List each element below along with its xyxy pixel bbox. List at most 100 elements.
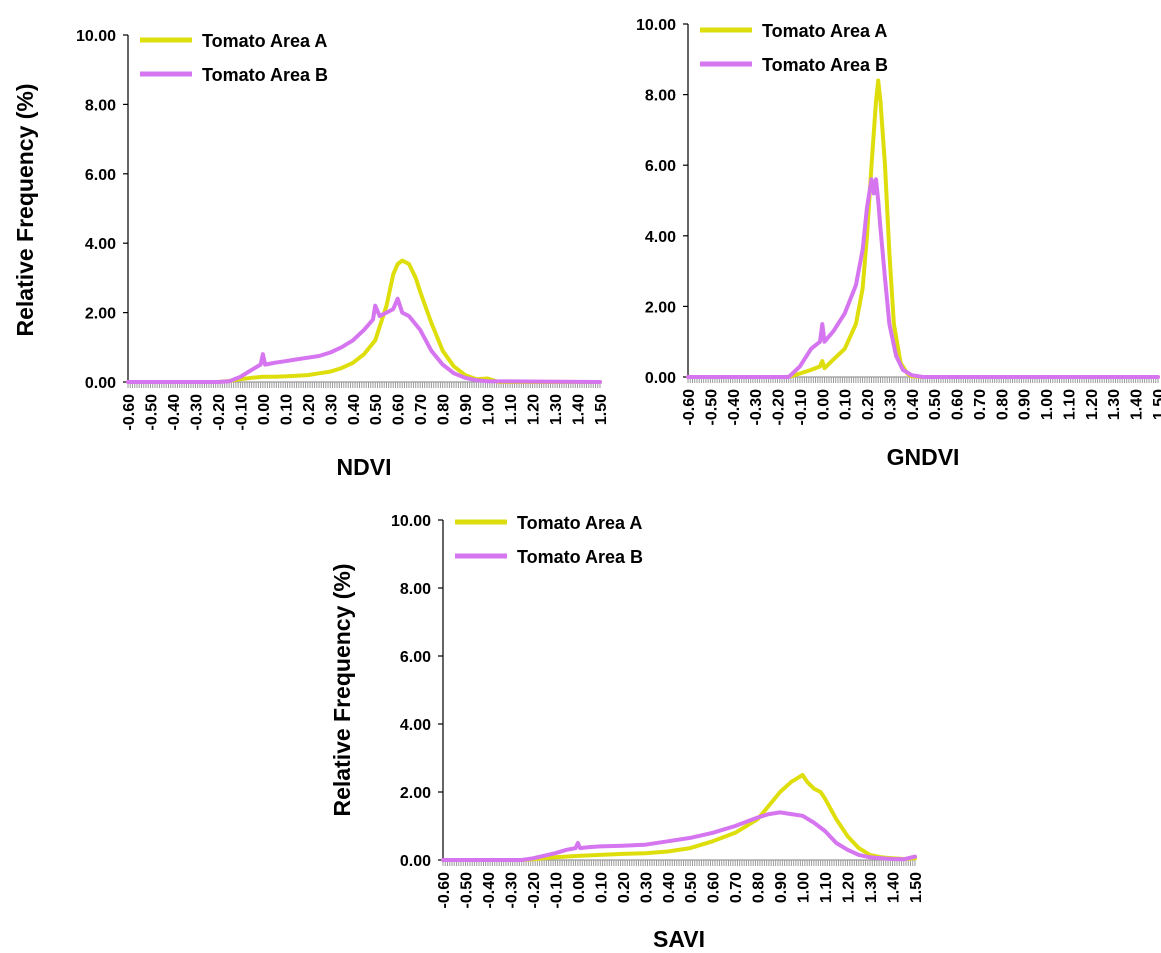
x-axis-label: NDVI	[337, 454, 392, 480]
x-tick-label: 1.40	[571, 394, 588, 425]
y-tick-label: 6.00	[85, 167, 116, 184]
x-tick-label: 0.70	[413, 394, 430, 425]
x-tick-label: 0.40	[905, 389, 922, 420]
x-tick-label: 1.30	[1106, 389, 1123, 420]
x-minor-ticks	[127, 382, 601, 388]
y-tick-label: 2.00	[645, 299, 676, 316]
x-tick-label: 1.20	[1084, 389, 1101, 420]
x-tick-label: 1.10	[1061, 389, 1078, 420]
x-tick-label: 1.10	[503, 394, 520, 425]
series-line-tomato-area-a	[686, 78, 1160, 379]
x-tick-label: -0.10	[233, 394, 250, 431]
x-tick-label: 0.70	[728, 872, 745, 903]
x-tick-label: 0.40	[346, 394, 363, 425]
y-tick-label: 4.00	[645, 229, 676, 246]
y-tick-label: 8.00	[85, 97, 116, 114]
series-line-tomato-area-a	[441, 773, 917, 862]
x-tick-label: 0.10	[278, 394, 295, 425]
x-tick-label: 1.30	[863, 872, 880, 903]
y-tick-label: 8.00	[400, 581, 431, 598]
series-line-tomato-area-b	[441, 810, 917, 862]
x-tick-label: -0.30	[188, 394, 205, 431]
x-tick-label: -0.10	[548, 872, 565, 909]
legend: Tomato Area A Tomato Area B	[700, 21, 888, 75]
x-tick-label: 0.00	[815, 389, 832, 420]
y-tick-label: 10.00	[76, 28, 116, 45]
y-tick-label: 0.00	[85, 375, 116, 392]
y-tick-label: 0.00	[645, 370, 676, 387]
y-tick-label: 6.00	[400, 649, 431, 666]
x-axis-label: SAVI	[653, 926, 705, 952]
x-tick-label: -0.40	[481, 872, 498, 909]
x-tick-label: -0.30	[503, 872, 520, 909]
x-tick-label: 0.80	[751, 872, 768, 903]
y-axis-label: Relative Frequency (%)	[329, 563, 355, 816]
x-tick-label: 0.30	[638, 872, 655, 903]
legend-label: Tomato Area B	[762, 55, 888, 75]
x-tick-label: 1.10	[818, 872, 835, 903]
x-tick-label: 0.20	[301, 394, 318, 425]
legend: Tomato Area A Tomato Area B	[455, 513, 643, 567]
y-tick-label: 2.00	[85, 306, 116, 323]
x-tick-label: 0.90	[1017, 389, 1034, 420]
x-tick-label: -0.50	[458, 872, 475, 909]
x-tick-label: 1.00	[796, 872, 813, 903]
x-tick-label: 0.80	[994, 389, 1011, 420]
x-tick-label: 0.20	[616, 872, 633, 903]
legend-label: Tomato Area A	[517, 513, 642, 533]
x-tick-label: 0.00	[256, 394, 273, 425]
x-tick-label: -0.10	[793, 389, 810, 426]
x-tick-label: -0.60	[681, 389, 698, 426]
x-tick-label: 0.60	[950, 389, 967, 420]
x-tick-label: 0.30	[323, 394, 340, 425]
x-tick-label: 0.30	[882, 389, 899, 420]
x-tick-label: 0.40	[661, 872, 678, 903]
x-tick-label: 1.00	[1039, 389, 1056, 420]
x-tick-label: 1.50	[593, 394, 610, 425]
y-tick-label: 4.00	[400, 717, 431, 734]
x-tick-label: 0.80	[436, 394, 453, 425]
y-tick-label: 10.00	[636, 17, 676, 34]
x-tick-label: 1.20	[841, 872, 858, 903]
legend-label: Tomato Area A	[202, 31, 327, 51]
series-line-tomato-area-b	[126, 296, 602, 384]
x-tick-label: 0.50	[368, 394, 385, 425]
legend-label: Tomato Area B	[517, 547, 643, 567]
y-tick-label: 8.00	[645, 88, 676, 105]
x-tick-label: -0.20	[211, 394, 228, 431]
x-tick-label: 0.60	[706, 872, 723, 903]
x-tick-label: -0.20	[771, 389, 788, 426]
x-tick-label: -0.50	[143, 394, 160, 431]
x-tick-label: 0.00	[571, 872, 588, 903]
x-tick-label: 0.90	[773, 872, 790, 903]
chart-panel-savi: 0.00 2.00 4.00 6.00 8.00 10.00 -0.60 -0.50 -0.40…	[329, 513, 925, 952]
x-tick-label: 0.60	[391, 394, 408, 425]
y-tick-label: 6.00	[645, 158, 676, 175]
x-tick-label: -0.60	[121, 394, 138, 431]
x-tick-label: 1.50	[1151, 389, 1161, 420]
x-tick-label: -0.60	[436, 872, 453, 909]
x-tick-label: 1.30	[548, 394, 565, 425]
x-tick-label: 0.10	[593, 872, 610, 903]
series-line-tomato-area-b	[686, 177, 1160, 379]
x-tick-label: 1.00	[481, 394, 498, 425]
x-tick-label: 1.20	[526, 394, 543, 425]
x-tick-label: 0.20	[860, 389, 877, 420]
legend-label: Tomato Area A	[762, 21, 887, 41]
x-axis-label: GNDVI	[887, 444, 960, 470]
x-tick-label: 0.70	[972, 389, 989, 420]
x-tick-label: 0.10	[838, 389, 855, 420]
y-tick-label: 4.00	[85, 236, 116, 253]
x-tick-label: -0.40	[726, 389, 743, 426]
chart-panel-gndvi: 0.00 2.00 4.00 6.00 8.00 10.00 -0.60 -0.50 -0.40…	[636, 17, 1161, 470]
y-tick-label: 10.00	[391, 513, 431, 530]
legend: Tomato Area A Tomato Area B	[140, 31, 328, 85]
x-tick-label: -0.40	[166, 394, 183, 431]
x-tick-label: -0.50	[703, 389, 720, 426]
series-line-tomato-area-a	[126, 258, 602, 384]
x-tick-label: 0.90	[458, 394, 475, 425]
x-tick-label: -0.20	[526, 872, 543, 909]
y-tick-label: 2.00	[400, 785, 431, 802]
x-tick-label: 1.40	[1129, 389, 1146, 420]
